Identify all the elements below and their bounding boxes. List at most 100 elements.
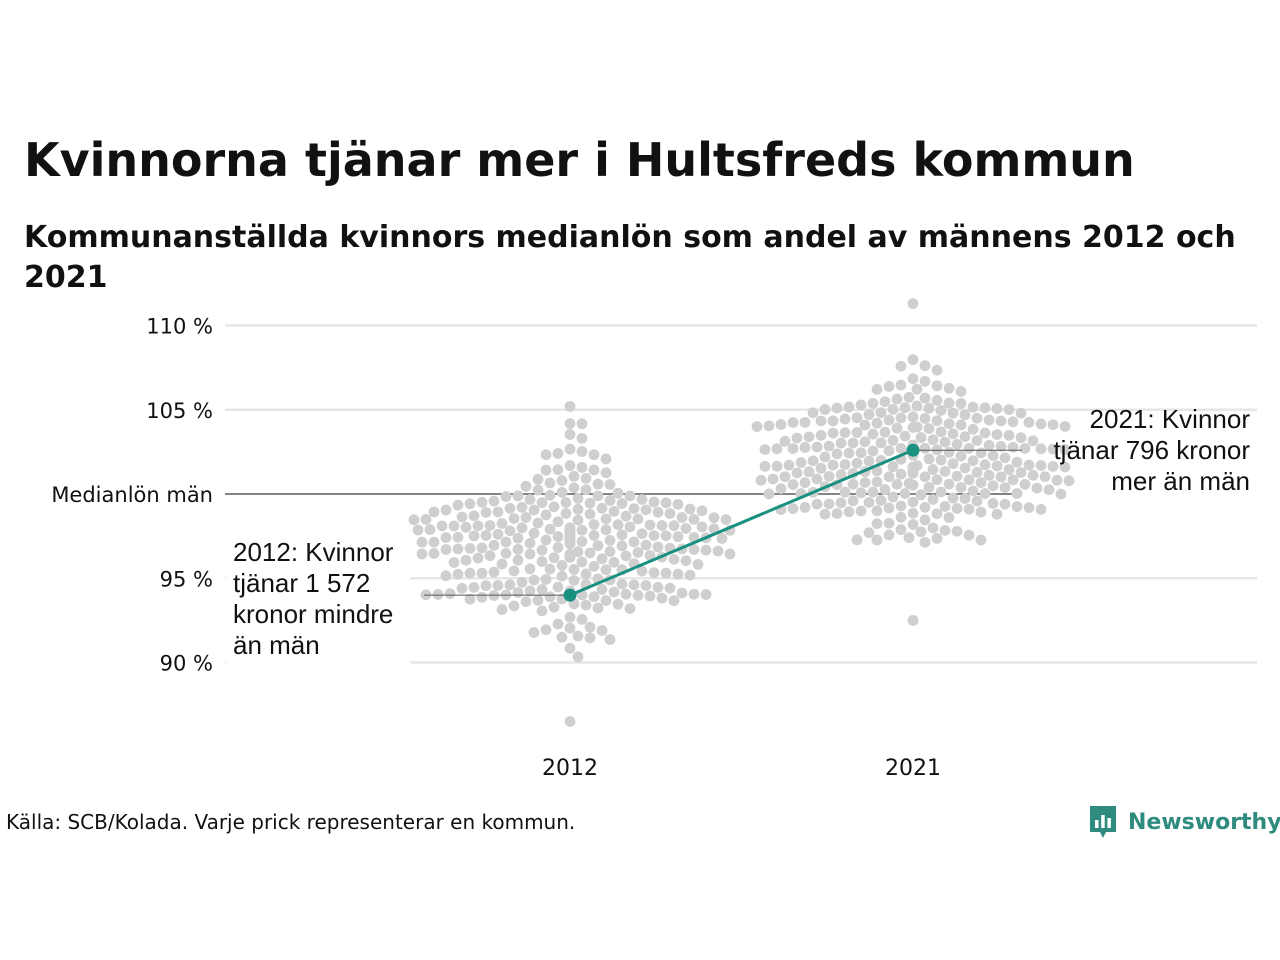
highlight-line [569, 448, 914, 597]
data-point-2021 [991, 508, 1003, 520]
data-point-2021 [999, 498, 1011, 510]
data-point-2012 [492, 506, 504, 518]
data-point-2012 [552, 464, 564, 476]
data-point-2021 [1019, 478, 1031, 490]
data-point-2021 [999, 482, 1011, 493]
data-point-2012 [604, 546, 616, 557]
data-point-2012 [584, 621, 596, 633]
data-point-2012 [488, 495, 500, 507]
data-point-2021 [815, 415, 827, 427]
x-tick-label: 2021 [885, 756, 941, 781]
data-point-2021 [823, 440, 835, 452]
data-point-2021 [979, 402, 991, 414]
data-point-2021 [1059, 444, 1071, 455]
data-point-2012 [524, 548, 536, 560]
data-point-2021 [903, 532, 915, 544]
data-point-2012 [448, 557, 460, 568]
data-point-2012 [492, 579, 504, 591]
brand: Newsworthy [1088, 804, 1280, 840]
data-point-2012 [512, 490, 524, 502]
data-point-2012 [604, 634, 616, 645]
data-point-2021 [759, 444, 771, 455]
data-point-2012 [472, 520, 484, 532]
data-point-2012 [564, 716, 576, 727]
data-point-2012 [596, 502, 608, 514]
data-point-2012 [628, 503, 640, 515]
data-point-2021 [919, 392, 931, 404]
data-point-2012 [636, 528, 648, 540]
data-point-2012 [544, 477, 556, 489]
data-point-2021 [923, 481, 935, 493]
data-point-2021 [907, 467, 919, 479]
data-point-2021 [883, 445, 895, 457]
data-point-2021 [1051, 474, 1063, 486]
data-point-2012 [488, 539, 500, 551]
data-point-2012 [556, 487, 568, 498]
data-point-2012 [588, 519, 600, 530]
data-point-2012 [668, 553, 680, 565]
data-point-2021 [1027, 435, 1039, 447]
data-point-2021 [999, 452, 1011, 464]
data-point-2012 [468, 530, 480, 542]
data-point-2012 [628, 536, 640, 548]
data-point-2021 [907, 479, 919, 491]
data-point-2012 [588, 530, 600, 541]
data-point-2012 [600, 453, 612, 465]
data-point-2012 [716, 532, 728, 544]
data-point-2012 [532, 484, 544, 496]
annotation-text-2012: kronor mindre [233, 599, 393, 629]
y-tick-label: Medianlön män [51, 483, 213, 507]
data-point-2021 [883, 471, 895, 483]
data-point-2012 [504, 502, 516, 514]
data-point-2021 [939, 466, 951, 477]
data-point-2021 [1011, 488, 1023, 499]
data-point-2021 [975, 477, 987, 488]
data-point-2012 [516, 576, 528, 588]
data-point-2021 [875, 437, 887, 449]
data-point-2012 [616, 529, 628, 541]
data-point-2012 [580, 568, 592, 580]
data-point-2021 [975, 447, 987, 459]
annotation-text-2012: 2012: Kvinnor [233, 537, 394, 567]
data-point-2021 [831, 402, 843, 414]
data-point-2021 [907, 411, 919, 423]
data-point-2012 [600, 513, 612, 525]
data-point-2012 [484, 520, 496, 531]
data-point-2012 [620, 550, 632, 562]
data-point-2021 [907, 298, 919, 309]
data-point-2021 [1035, 504, 1047, 515]
data-point-2012 [604, 495, 616, 506]
data-point-2012 [516, 522, 528, 534]
data-point-2021 [883, 502, 895, 514]
highlight-point-2021 [906, 443, 920, 457]
data-point-2021 [759, 461, 771, 472]
data-point-2021 [871, 505, 883, 517]
data-point-2021 [1003, 404, 1015, 416]
data-point-2012 [544, 591, 556, 603]
data-point-2012 [528, 504, 540, 516]
data-point-2021 [1007, 441, 1019, 453]
data-point-2021 [863, 497, 875, 508]
data-point-2021 [763, 488, 775, 500]
data-point-2012 [616, 540, 628, 552]
data-point-2021 [751, 421, 763, 432]
data-point-2012 [692, 558, 704, 570]
data-point-2012 [588, 464, 600, 476]
data-point-2021 [907, 373, 919, 385]
data-point-2021 [791, 467, 803, 479]
data-point-2012 [600, 467, 612, 479]
data-point-2012 [440, 532, 452, 543]
data-point-2021 [871, 383, 883, 395]
data-point-2021 [911, 400, 923, 412]
data-point-2012 [524, 585, 536, 597]
data-point-2012 [572, 503, 584, 515]
data-point-2021 [991, 403, 1003, 415]
data-point-2021 [987, 480, 999, 492]
data-point-2021 [919, 536, 931, 548]
data-point-2012 [452, 499, 464, 511]
data-point-2021 [891, 422, 903, 434]
data-point-2021 [791, 432, 803, 444]
data-point-2021 [931, 394, 943, 406]
data-point-2012 [636, 565, 648, 577]
data-point-2012 [440, 504, 452, 516]
